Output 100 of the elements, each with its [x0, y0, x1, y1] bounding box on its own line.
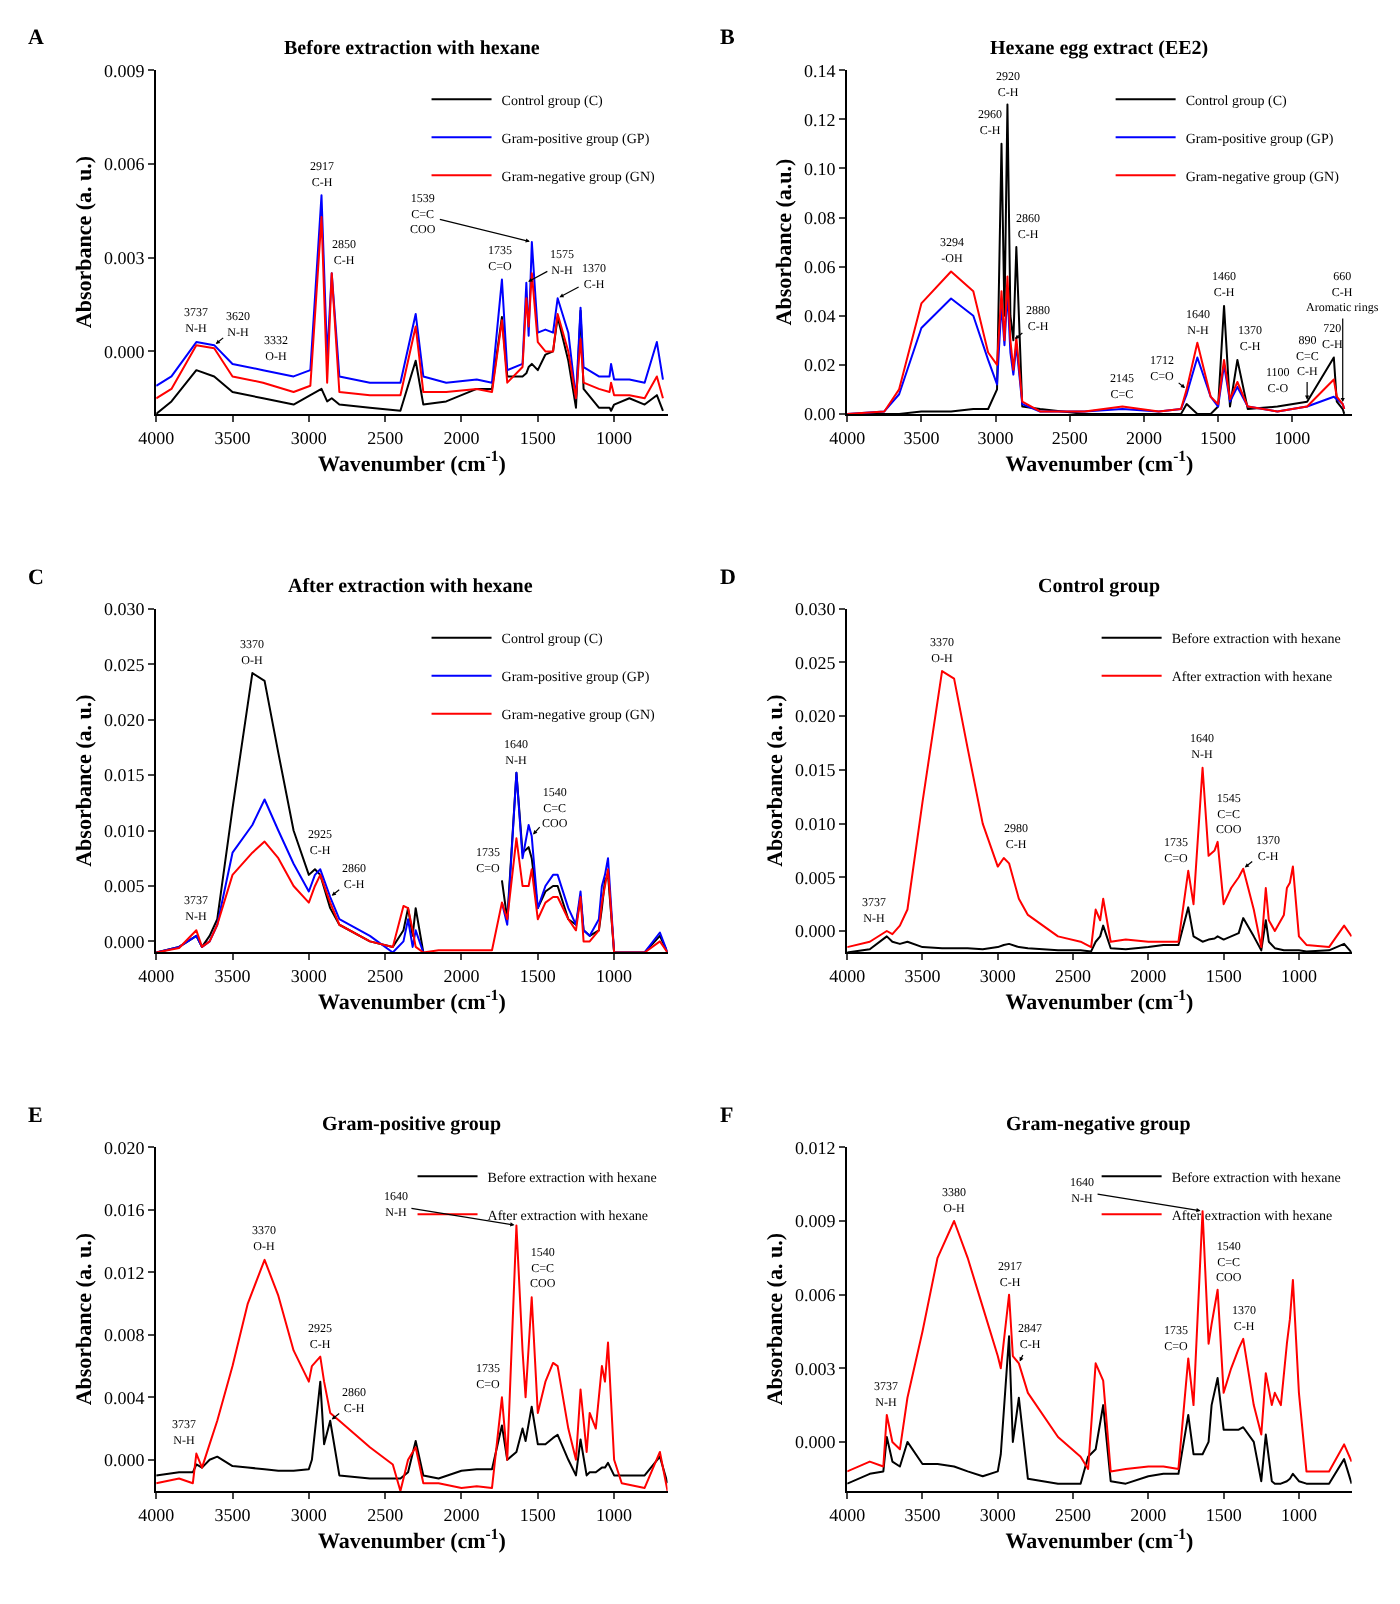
x-tick-label: 1000: [596, 966, 634, 987]
x-tick-label: 2500: [1055, 966, 1093, 987]
x-tick-label: 3500: [214, 966, 252, 987]
x-tick-label: 4000: [829, 427, 867, 448]
x-tick-label: 3500: [214, 1504, 252, 1525]
x-tick-label: 1000: [596, 427, 634, 448]
y-tick-label: 0.030: [795, 599, 837, 620]
chart-title: Gram-positive group: [322, 1114, 502, 1136]
y-axis-title: Absorbance (a. u.): [73, 1232, 98, 1406]
y-tick-label: 0.005: [104, 876, 146, 897]
y-tick-label: 0.000: [104, 931, 146, 952]
y-tick-label: 0.006: [104, 154, 146, 175]
x-tick-label: 2500: [1051, 427, 1089, 448]
chart-title: Control group: [1038, 576, 1161, 598]
y-tick-label: 0.009: [795, 1211, 837, 1232]
y-tick-label: 0.02: [804, 355, 836, 376]
text: A: [28, 26, 44, 50]
x-tick-label: 3000: [979, 1504, 1017, 1525]
x-tick-label: 3000: [977, 427, 1015, 448]
x-tick-label: 4000: [829, 966, 867, 987]
x-tick-label: 2500: [367, 427, 405, 448]
x-tick-label: 4000: [138, 427, 176, 448]
x-tick-label: 2500: [367, 966, 405, 987]
x-tick-label: 3500: [903, 427, 941, 448]
y-tick-label: 0.020: [104, 1137, 146, 1158]
y-tick-label: 0.000: [104, 1450, 146, 1471]
y-tick-label: 0.003: [795, 1358, 837, 1379]
y-tick-label: 0.14: [804, 60, 837, 81]
y-tick-label: 0.009: [104, 60, 146, 81]
y-tick-label: 0.016: [104, 1200, 146, 1221]
x-tick-label: 2500: [1055, 1504, 1093, 1525]
y-axis-title: Absorbance (a. u.): [73, 693, 98, 867]
y-tick-label: 0.10: [804, 158, 837, 179]
y-tick-label: 0.04: [804, 306, 837, 327]
chart-title: Hexane egg extract (EE2): [990, 38, 1209, 60]
y-tick-label: 0.010: [104, 820, 146, 841]
y-tick-label: 0.020: [795, 706, 837, 727]
y-tick-label: 0.006: [795, 1284, 837, 1305]
x-tick-label: 1000: [1280, 1504, 1318, 1525]
x-tick-label: 3500: [214, 427, 252, 448]
y-tick-label: 0.06: [804, 256, 837, 277]
x-tick-label: 4000: [829, 1504, 867, 1525]
x-axis-title: Wavenumber (cm$^{-1}$): [1005, 986, 1194, 1016]
y-tick-label: 0.00: [804, 404, 837, 425]
text: E: [28, 1104, 43, 1128]
x-tick-label: 1000: [1274, 427, 1312, 448]
y-tick-label: 0.025: [795, 652, 837, 673]
x-tick-label: 1500: [519, 427, 557, 448]
text: B: [720, 26, 736, 50]
x-tick-label: 1500: [1200, 427, 1238, 448]
y-tick-label: 0.000: [795, 1432, 837, 1453]
x-tick-label: 2000: [443, 1504, 481, 1525]
x-tick-label: 2000: [1130, 1504, 1168, 1525]
x-tick-label: 4000: [138, 1504, 176, 1525]
x-tick-label: 2000: [443, 966, 481, 987]
chart-title: Before extraction with hexane: [284, 38, 541, 60]
x-tick-label: 1000: [596, 1504, 634, 1525]
x-tick-label: 1500: [519, 966, 557, 987]
y-tick-label: 0.015: [795, 760, 837, 781]
x-tick-label: 3000: [290, 1504, 328, 1525]
y-axis-title: Absorbance (a. u.): [764, 1232, 789, 1406]
x-tick-label: 3000: [290, 427, 328, 448]
x-axis-title: Wavenumber (cm$^{-1}$): [317, 986, 507, 1016]
x-tick-label: 2000: [1130, 966, 1168, 987]
y-tick-label: 0.005: [795, 867, 837, 888]
text: F: [720, 1104, 734, 1128]
y-tick-label: 0.025: [104, 654, 146, 675]
y-tick-label: 0.008: [104, 1325, 146, 1346]
x-axis-title: Wavenumber (cm$^{-1}$): [1005, 1524, 1194, 1554]
x-tick-label: 1500: [1205, 1504, 1243, 1525]
x-axis-title: Wavenumber (cm$^{-1}$): [317, 1524, 507, 1554]
y-tick-label: 0.004: [104, 1387, 146, 1408]
x-axis-title: Wavenumber (cm$^{-1}$): [1005, 447, 1194, 477]
x-tick-label: 3000: [290, 966, 328, 987]
y-tick-label: 0.030: [104, 599, 146, 620]
y-axis-title: Absorbance (a. u.): [764, 693, 789, 867]
y-tick-label: 0.12: [804, 109, 836, 130]
y-tick-label: 0.000: [795, 921, 837, 942]
chart-title: After extraction with hexane: [288, 576, 534, 598]
line-series: [847, 1210, 1352, 1473]
y-tick-label: 0.003: [104, 247, 146, 268]
x-axis-title: Wavenumber (cm$^{-1}$): [317, 447, 507, 477]
y-tick-label: 0.000: [104, 341, 146, 362]
x-tick-label: 1500: [1205, 966, 1243, 987]
x-tick-label: 1500: [519, 1504, 557, 1525]
text: D: [720, 566, 736, 590]
y-tick-label: 0.012: [104, 1262, 145, 1283]
x-tick-label: 2500: [367, 1504, 405, 1525]
x-tick-label: 3500: [904, 1504, 942, 1525]
x-tick-label: 4000: [138, 966, 176, 987]
x-tick-label: 1000: [1280, 966, 1318, 987]
y-tick-label: 0.012: [795, 1137, 836, 1158]
x-tick-label: 2000: [443, 427, 481, 448]
y-axis-title: Absorbance (a.u.): [773, 157, 798, 326]
x-tick-label: 2000: [1125, 427, 1163, 448]
y-tick-label: 0.010: [795, 813, 837, 834]
y-tick-label: 0.08: [804, 207, 837, 228]
x-tick-label: 3000: [979, 966, 1017, 987]
chart-title: Gram-negative group: [1006, 1114, 1192, 1136]
text: C: [28, 566, 44, 590]
